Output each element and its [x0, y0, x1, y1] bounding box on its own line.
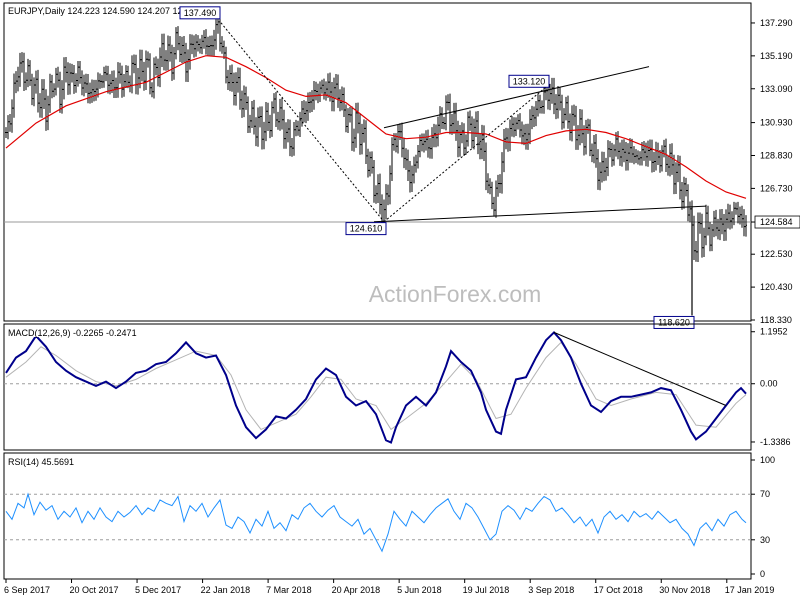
price-axis-tick-label: 128.830	[760, 150, 793, 160]
macd-panel: MACD(12,26,9) -0.2265 -0.2471 1.1952 0.00…	[3, 323, 791, 451]
price-axis-tick-label: 120.430	[760, 282, 793, 292]
price-panel: EURJPY,Daily 124.223 124.590 124.207 124…	[3, 2, 800, 329]
watermark: ActionForex.com	[369, 281, 542, 307]
macd-trendline	[553, 331, 727, 406]
price-annotation-label: 124.610	[350, 224, 383, 234]
dotted-trendline	[383, 86, 547, 223]
trendline	[383, 66, 650, 129]
price-annotation-label: 133.120	[513, 76, 546, 86]
price-plot-area: 137.490 133.120 124.610 118.620	[4, 6, 751, 329]
macd-axis-tick-label: 1.1952	[760, 327, 788, 337]
date-tick-label: 17 Oct 2018	[594, 585, 643, 595]
date-axis: 6 Sep 2017 20 Oct 2017 5 Dec 2017 22 Jan 20…	[4, 579, 774, 595]
rsi-axis-tick-label: 100	[760, 455, 775, 465]
date-tick-label: 20 Oct 2017	[70, 585, 119, 595]
date-tick-label: 17 Jan 2019	[725, 585, 775, 595]
date-tick-label: 7 Mar 2018	[266, 585, 312, 595]
date-tick-label: 5 Dec 2017	[135, 585, 181, 595]
date-tick-label: 3 Sep 2018	[528, 585, 574, 595]
price-annotation-label: 137.490	[184, 8, 217, 18]
price-panel-frame	[3, 2, 752, 322]
macd-axis: 1.1952 0.00 -1.3386	[751, 327, 791, 447]
price-annotation-box	[179, 6, 221, 20]
rsi-header: RSI(14) 45.5691	[8, 457, 74, 467]
price-annotation-box	[508, 74, 550, 88]
macd-header: MACD(12,26,9) -0.2265 -0.2471	[8, 328, 137, 338]
rsi-axis-tick-label: 70	[760, 489, 770, 499]
rsi-axis-tick-label: 30	[760, 535, 770, 545]
price-annotation-box	[653, 315, 695, 329]
macd-panel-frame	[3, 323, 752, 451]
rsi-plot-area	[4, 492, 751, 553]
macd-line	[5, 330, 747, 444]
trendline	[373, 205, 707, 223]
date-tick-label: 6 Sep 2017	[4, 585, 50, 595]
price-axis-tick-label: 137.290	[760, 18, 793, 28]
dotted-trendline	[220, 22, 385, 223]
rsi-panel-frame	[3, 452, 752, 580]
macd-header-bg	[6, 326, 156, 337]
macd-axis-tick-label: 0.00	[760, 379, 778, 389]
rsi-axis: 100 70 30 0	[751, 455, 775, 579]
price-axis-tick-label: 126.730	[760, 183, 793, 193]
date-tick-label: 30 Nov 2018	[659, 585, 710, 595]
price-annotation-box	[345, 222, 387, 236]
price-axis-tick-label: 122.530	[760, 249, 793, 259]
date-tick-label: 5 Jun 2018	[397, 585, 442, 595]
current-price-badge	[754, 215, 800, 229]
macd-signal-line	[5, 341, 747, 431]
price-axis-tick-label: 124.584	[760, 217, 793, 227]
macd-axis-tick-label: -1.3386	[760, 437, 791, 447]
date-tick-label: 19 Jul 2018	[463, 585, 510, 595]
price-axis: 137.290 135.190 133.090 130.930 128.830 126.7…	[751, 18, 800, 325]
price-axis-tick-label: 135.190	[760, 51, 793, 61]
price-axis-tick-label: 133.090	[760, 84, 793, 94]
rsi-panel: RSI(14) 45.5691 100 70 30 0	[3, 452, 775, 580]
macd-plot-area	[4, 330, 751, 444]
date-tick-label: 20 Apr 2018	[332, 585, 381, 595]
price-axis-tick-label: 118.330	[760, 315, 792, 325]
price-axis-tick-label: 130.930	[760, 118, 793, 128]
price-annotation-label: 118.620	[658, 317, 690, 327]
rsi-line	[5, 492, 747, 553]
rsi-axis-tick-label: 0	[760, 569, 765, 579]
price-header: EURJPY,Daily 124.223 124.590 124.207 124…	[8, 6, 205, 16]
moving-average-line	[5, 55, 747, 199]
date-tick-label: 22 Jan 2018	[201, 585, 251, 595]
